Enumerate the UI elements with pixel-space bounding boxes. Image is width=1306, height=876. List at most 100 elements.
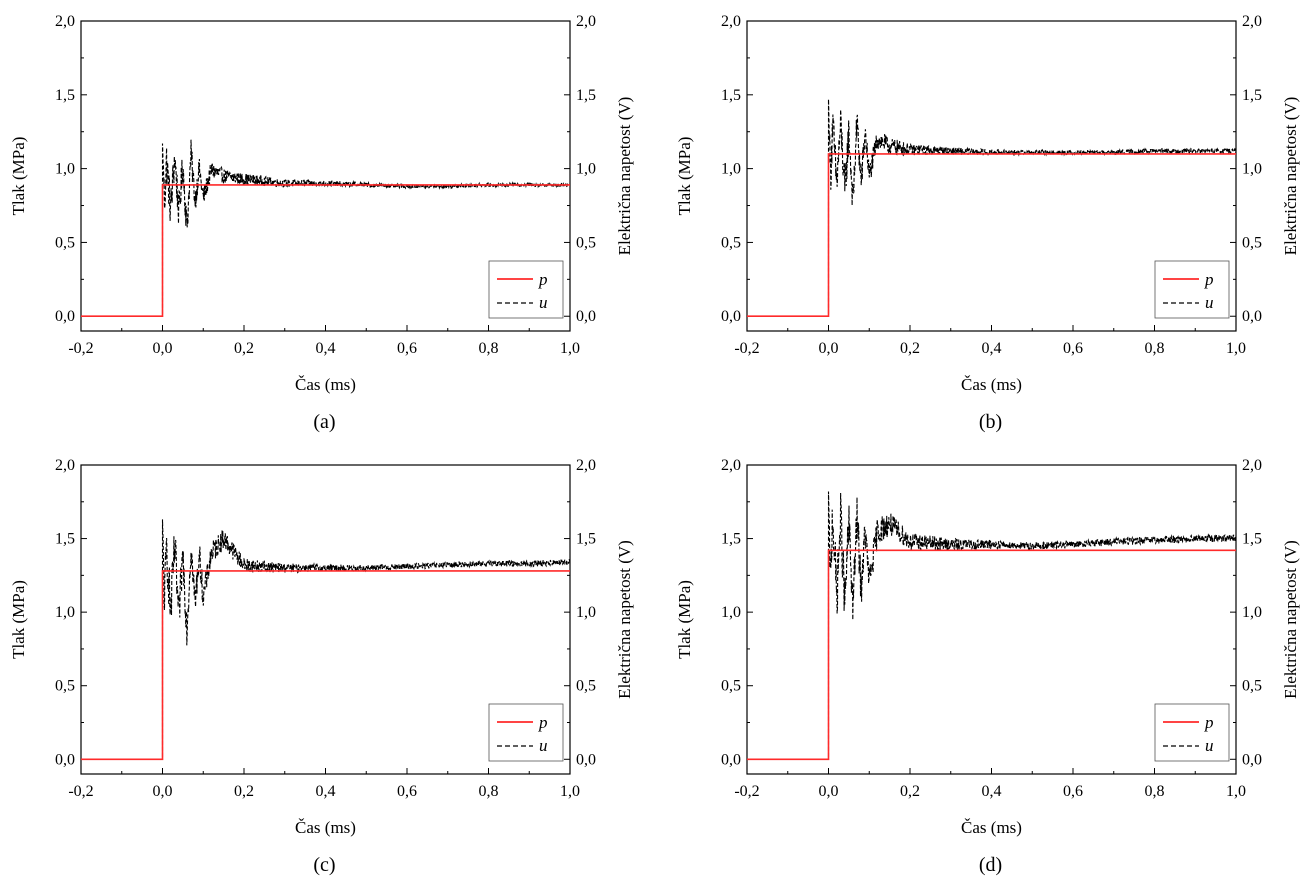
x-tick-label: 0,8: [1145, 783, 1165, 800]
x-tick-label: 1,0: [560, 783, 580, 800]
y-tick-label: 2,0: [55, 457, 75, 474]
y-tick-label: 1,5: [55, 531, 75, 548]
y-tick-label: 1,5: [721, 531, 741, 548]
x-axis-title: Čas (ms): [295, 818, 356, 837]
chart-panel-a: -0,2 0,0 0,2 0,4 0,6 0,8 1,0 0,0 0,0 0,5 0,5 1,0 1,0…: [9, 13, 634, 433]
legend-label-p: p: [1204, 270, 1214, 289]
x-tick-label: 0,0: [153, 783, 173, 800]
y2-axis-title: Električna napetost (V): [1281, 540, 1300, 699]
y2-tick-label: 0,0: [1242, 308, 1262, 325]
y2-tick-label: 0,0: [576, 751, 596, 768]
y2-tick-label: 2,0: [1242, 457, 1262, 474]
y2-tick-label: 0,5: [576, 678, 596, 695]
panel-label: (c): [313, 854, 335, 876]
y-tick-label: 0,5: [721, 234, 741, 251]
x-tick-label: 1,0: [560, 340, 580, 357]
y2-tick-label: 1,0: [576, 604, 596, 621]
series-p-line: [81, 570, 570, 761]
plot-area: [81, 519, 570, 761]
legend: pu: [1154, 703, 1230, 762]
legend-box: [1154, 260, 1230, 319]
panel-label: (a): [313, 411, 335, 433]
plot-area: [747, 491, 1236, 761]
x-tick-label: 0,4: [316, 340, 336, 357]
y-tick-label: 1,0: [721, 604, 741, 621]
x-tick-label: 0,6: [1063, 340, 1083, 357]
y-axis-title: Tlak (MPa): [9, 580, 28, 659]
y-tick-label: 0,5: [55, 234, 75, 251]
y2-tick-label: 2,0: [1242, 13, 1262, 30]
y2-tick-label: 1,0: [1242, 604, 1262, 621]
legend-box: [488, 703, 564, 762]
panel-label: (d): [979, 854, 1002, 876]
legend: pu: [488, 703, 564, 762]
y-axis-title: Tlak (MPa): [675, 137, 694, 216]
y-tick-label: 1,0: [55, 604, 75, 621]
y-tick-label: 1,0: [55, 161, 75, 178]
x-tick-label: 0,6: [1063, 783, 1083, 800]
chart-panel-d: -0,2 0,0 0,2 0,4 0,6 0,8 1,0 0,0 0,0 0,5 0,5 1,0 1,0…: [675, 457, 1300, 876]
y2-tick-label: 2,0: [576, 457, 596, 474]
y-tick-label: 1,5: [55, 87, 75, 104]
x-tick-label: 0,8: [1145, 340, 1165, 357]
x-tick-label: 0,2: [900, 340, 920, 357]
y2-tick-label: 0,0: [576, 308, 596, 325]
y2-axis-title: Električna napetost (V): [615, 540, 634, 699]
legend-label-u: u: [539, 736, 548, 755]
legend: pu: [488, 260, 564, 319]
y-tick-label: 0,0: [55, 308, 75, 325]
legend-label-p: p: [1204, 713, 1214, 732]
plot-area: [747, 99, 1236, 317]
plot-area: [81, 139, 570, 317]
y2-tick-label: 0,5: [1242, 678, 1262, 695]
x-tick-label: -0,2: [734, 783, 759, 800]
legend-label-p: p: [538, 270, 548, 289]
y-axis-title: Tlak (MPa): [9, 137, 28, 216]
y2-tick-label: 1,5: [576, 531, 596, 548]
series-p-line: [81, 184, 570, 317]
y-tick-label: 0,0: [55, 751, 75, 768]
x-axis-title: Čas (ms): [961, 818, 1022, 837]
y2-tick-label: 0,5: [576, 234, 596, 251]
x-tick-label: 0,4: [982, 340, 1002, 357]
legend-box: [1154, 703, 1230, 762]
chart-panel-c: -0,2 0,0 0,2 0,4 0,6 0,8 1,0 0,0 0,0 0,5 0,5 1,0 1,0…: [9, 457, 634, 876]
y2-tick-label: 1,0: [1242, 161, 1262, 178]
legend: pu: [1154, 260, 1230, 319]
x-axis-title: Čas (ms): [961, 375, 1022, 394]
x-tick-label: 0,6: [397, 783, 417, 800]
y-tick-label: 2,0: [55, 13, 75, 30]
legend-box: [488, 260, 564, 319]
x-tick-label: 0,8: [479, 783, 499, 800]
x-tick-label: 0,0: [153, 340, 173, 357]
x-tick-label: 0,0: [819, 783, 839, 800]
x-axis-title: Čas (ms): [295, 375, 356, 394]
x-tick-label: 0,4: [982, 783, 1002, 800]
x-tick-label: 1,0: [1226, 340, 1246, 357]
x-tick-label: 0,2: [234, 783, 254, 800]
series-p-line: [747, 153, 1236, 317]
y2-axis-title: Električna napetost (V): [1281, 97, 1300, 256]
y2-tick-label: 2,0: [576, 13, 596, 30]
series-p-line: [747, 549, 1236, 761]
x-tick-label: 0,6: [397, 340, 417, 357]
y2-tick-label: 0,0: [1242, 751, 1262, 768]
y2-tick-label: 0,5: [1242, 234, 1262, 251]
y-tick-label: 0,5: [55, 678, 75, 695]
x-tick-label: -0,2: [68, 340, 93, 357]
x-tick-label: 0,2: [900, 783, 920, 800]
legend-label-u: u: [1205, 736, 1214, 755]
y2-tick-label: 1,5: [1242, 531, 1262, 548]
x-tick-label: 0,0: [819, 340, 839, 357]
x-tick-label: -0,2: [734, 340, 759, 357]
y2-tick-label: 1,5: [1242, 87, 1262, 104]
x-tick-label: 0,4: [316, 783, 336, 800]
legend-label-u: u: [1205, 293, 1214, 312]
y-tick-label: 0,5: [721, 678, 741, 695]
chart-panel-b: -0,2 0,0 0,2 0,4 0,6 0,8 1,0 0,0 0,0 0,5 0,5 1,0 1,0…: [675, 13, 1300, 433]
x-tick-label: 0,8: [479, 340, 499, 357]
legend-label-u: u: [539, 293, 548, 312]
legend-label-p: p: [538, 713, 548, 732]
y-tick-label: 0,0: [721, 308, 741, 325]
